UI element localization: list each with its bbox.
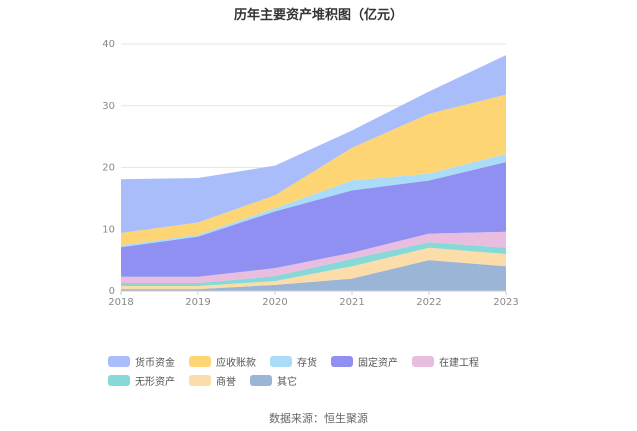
legend-item[interactable]: 货币资金: [108, 353, 175, 371]
y-tick-label: 0: [109, 286, 115, 297]
y-tick-label: 10: [102, 224, 115, 235]
x-tick-label: 2022: [416, 297, 441, 308]
legend-swatch: [270, 356, 292, 367]
y-tick-label: 20: [102, 163, 115, 174]
area-series: [121, 55, 506, 291]
y-tick-label: 30: [102, 101, 115, 112]
area-series-4: [121, 161, 506, 277]
x-tick-label: 2021: [339, 297, 364, 308]
legend-label: 应收账款: [216, 358, 256, 369]
y-tick-label: 40: [102, 39, 115, 50]
legend-swatch: [189, 356, 211, 367]
legend-swatch: [250, 375, 272, 386]
legend-swatch: [412, 356, 434, 367]
legend-label: 存货: [297, 358, 317, 369]
legend-swatch: [189, 375, 211, 386]
area-series-5: [121, 153, 506, 248]
legend-item[interactable]: 其它: [250, 372, 297, 390]
legend-item[interactable]: 在建工程: [412, 353, 479, 371]
x-tick-label: 2019: [185, 297, 210, 308]
legend-swatch: [331, 356, 353, 367]
legend-item[interactable]: 商誉: [189, 372, 236, 390]
legend-label: 商誉: [216, 377, 236, 388]
legend-label: 货币资金: [135, 358, 175, 369]
legend-label: 无形资产: [135, 377, 175, 388]
area-series-0: [121, 260, 506, 291]
area-series-7: [121, 55, 506, 233]
legend-swatch: [108, 375, 130, 386]
axes: 0 10 20 30 40 2018 2019 2020 2021 2022 2023: [102, 39, 518, 308]
legend: 货币资金 应收账款 存货 固定资产 在建工程无形资产 商誉 其它: [108, 352, 568, 390]
legend-swatch: [108, 356, 130, 367]
area-series-6: [121, 94, 506, 246]
legend-item[interactable]: 固定资产: [331, 353, 398, 371]
legend-label: 其它: [277, 377, 297, 388]
legend-item[interactable]: 存货: [270, 353, 317, 371]
legend-item[interactable]: 应收账款: [189, 353, 256, 371]
x-tick-label: 2023: [493, 297, 518, 308]
x-tick-label: 2018: [108, 297, 133, 308]
legend-label: 固定资产: [358, 358, 398, 369]
area-series-3: [121, 231, 506, 283]
data-source: 数据来源：恒生聚源: [269, 412, 368, 425]
area-series-1: [121, 247, 506, 290]
legend-item[interactable]: 无形资产: [108, 372, 175, 390]
area-series-2: [121, 242, 506, 287]
x-tick-label: 2020: [262, 297, 287, 308]
chart-title: 历年主要资产堆积图（亿元）: [233, 8, 403, 23]
legend-label: 在建工程: [439, 358, 479, 369]
